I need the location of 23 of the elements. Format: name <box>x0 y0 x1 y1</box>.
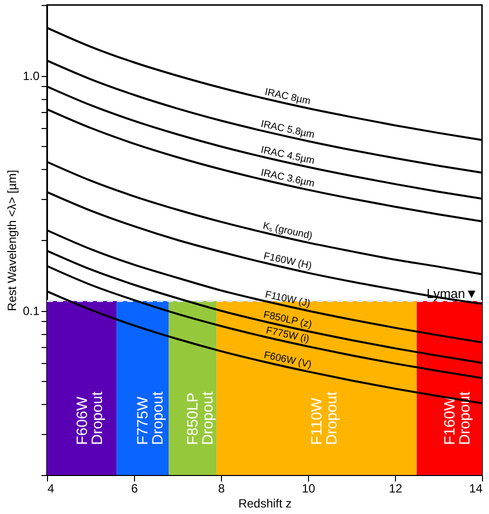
band-label: F606W Dropout <box>74 390 106 445</box>
x-tick-label: 4 <box>48 482 54 496</box>
x-tick-label: 10 <box>302 482 316 496</box>
band-label: F850LP Dropout <box>184 390 217 445</box>
text: IRAC 8µm <box>264 86 312 108</box>
text: IRAC 3.6µm <box>260 167 316 190</box>
y-tick-label: 1.0 <box>22 69 40 84</box>
text: IRAC 4.5µm <box>260 144 316 167</box>
x-tick-label: 14 <box>469 482 483 496</box>
x-tick-label: 12 <box>388 482 402 496</box>
text: F110W (J) <box>264 289 312 310</box>
band-label: F160W Dropout <box>441 390 474 445</box>
x-tick-label: 6 <box>131 482 138 496</box>
x-tick-label: 8 <box>218 482 226 496</box>
text: F160W (H) <box>262 250 313 272</box>
text: IRAC 5.8µm <box>260 118 316 141</box>
band-label: F110W Dropout <box>308 390 341 445</box>
x-axis-title: Redshift z <box>238 496 292 510</box>
y-axis-title: Rest Wavelength <λ> [µm] <box>4 170 19 312</box>
text: F606W (V) <box>262 350 312 371</box>
band-label: F775W Dropout <box>134 390 167 445</box>
text: Kₛ (ground) <box>262 220 314 242</box>
y-tick-label: 0.1 <box>22 304 40 318</box>
